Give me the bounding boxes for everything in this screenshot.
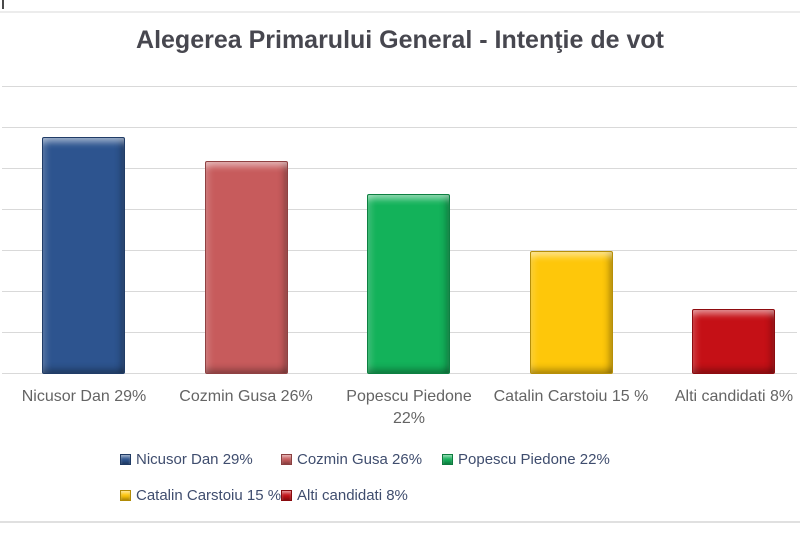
grid-line bbox=[2, 168, 797, 169]
category-label-1: Nicusor Dan 29% bbox=[21, 388, 147, 405]
category-label-3: Popescu Piedone 22% bbox=[346, 388, 472, 427]
legend-marker-icon bbox=[281, 489, 292, 501]
bar-5 bbox=[692, 309, 775, 374]
legend-label: Popescu Piedone 22% bbox=[458, 450, 610, 468]
bar-2 bbox=[205, 161, 288, 374]
legend-label: Catalin Carstoiu 15 % bbox=[136, 486, 282, 504]
legend-label: Cozmin Gusa 26% bbox=[297, 450, 423, 468]
legend-marker-icon bbox=[281, 453, 292, 465]
legend-item: Nicusor Dan 29% bbox=[120, 451, 281, 468]
bar-1 bbox=[42, 137, 125, 374]
legend-item: Popescu Piedone 22% bbox=[442, 451, 610, 468]
category-label-5: Alti candidati 8% bbox=[674, 388, 794, 405]
chart-title: Alegerea Primarului General - Intenţie d… bbox=[136, 26, 664, 54]
plot-area bbox=[2, 86, 797, 374]
legend-marker-icon bbox=[120, 489, 131, 501]
chart-legend: Nicusor Dan 29% Cozmin Gusa 26% Popescu Pi… bbox=[120, 449, 780, 521]
legend-row-2: Catalin Carstoiu 15 % Alti candidati 8% bbox=[120, 485, 780, 505]
category-label-2: Cozmin Gusa 26% bbox=[179, 388, 313, 405]
top-border-line bbox=[0, 11, 800, 13]
legend-label: Nicusor Dan 29% bbox=[136, 450, 253, 468]
bar-3 bbox=[367, 194, 450, 374]
bottom-border-line bbox=[0, 521, 800, 523]
category-label-4: Catalin Carstoiu 15 % bbox=[493, 388, 649, 405]
grid-line bbox=[2, 86, 797, 87]
top-left-tick-artifact bbox=[2, 0, 4, 9]
legend-label: Alti candidati 8% bbox=[297, 486, 408, 504]
legend-marker-icon bbox=[442, 453, 453, 465]
legend-item: Catalin Carstoiu 15 % bbox=[120, 487, 281, 504]
category-axis-labels: Nicusor Dan 29% Cozmin Gusa 26% Popescu Pi… bbox=[2, 386, 797, 442]
grid-line bbox=[2, 127, 797, 128]
legend-item: Cozmin Gusa 26% bbox=[281, 451, 442, 468]
legend-item: Alti candidati 8% bbox=[281, 487, 408, 504]
bar-4 bbox=[530, 251, 613, 374]
legend-row-1: Nicusor Dan 29% Cozmin Gusa 26% Popescu Pi… bbox=[120, 449, 780, 469]
legend-marker-icon bbox=[120, 453, 131, 465]
